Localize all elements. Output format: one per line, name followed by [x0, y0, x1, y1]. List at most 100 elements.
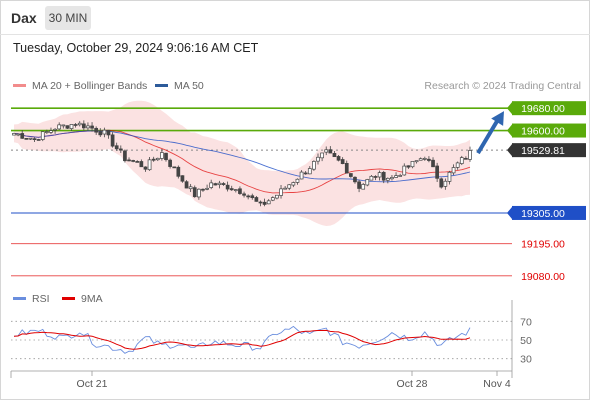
candle-body — [287, 184, 292, 189]
instrument-title: Dax — [11, 10, 37, 26]
bollinger-band — [14, 100, 470, 226]
candle-body — [336, 156, 341, 161]
ma50-line — [13, 130, 471, 183]
ma20-swatch — [13, 83, 26, 87]
level-tag-arrow-1 — [507, 124, 512, 137]
candle-body — [20, 133, 25, 139]
candle-body — [427, 158, 431, 161]
x-tick-label-1: Oct 28 — [397, 378, 428, 390]
candle-body — [49, 130, 53, 133]
candle-body — [275, 194, 279, 199]
candle-body — [164, 152, 168, 161]
candle-body — [205, 187, 209, 190]
candle-body — [188, 186, 193, 190]
candle-body — [197, 188, 201, 198]
candle-body — [106, 129, 111, 136]
legend-ma20-label: MA 20 + Bollinger Bands — [32, 80, 148, 92]
candle-body — [316, 156, 320, 162]
candle-body — [418, 158, 423, 161]
candle-body — [291, 182, 296, 186]
candle-body — [451, 167, 456, 174]
candle-body — [254, 197, 259, 202]
copyright-text: Research © 2024 Trading Central — [424, 80, 581, 92]
candle-body — [77, 122, 82, 126]
candle-body — [98, 131, 103, 136]
candle-body — [36, 139, 41, 141]
candle-body — [57, 124, 62, 130]
legend-ma20: MA 20 + Bollinger Bands — [13, 80, 147, 92]
candle-body — [40, 131, 45, 140]
level-tag-2 — [512, 143, 586, 158]
candle-body — [349, 173, 353, 177]
candles-group — [12, 120, 472, 207]
rsi-tick-label-1: 50 — [520, 335, 532, 347]
candle-body — [201, 188, 205, 191]
candle-body — [398, 175, 403, 177]
level-label-5: 19080.00 — [521, 271, 565, 283]
candle-body — [439, 178, 444, 188]
candle-body — [402, 165, 407, 176]
ma50-swatch — [155, 83, 168, 87]
level-tag-arrow-2 — [507, 144, 512, 157]
level-label-0: 19680.00 — [521, 103, 565, 115]
candle-body — [246, 195, 251, 198]
candle-body — [299, 171, 304, 180]
candle-body — [435, 165, 439, 179]
candle-body — [209, 182, 214, 188]
candle-body — [320, 152, 324, 159]
level-tag-3 — [512, 205, 586, 220]
candle-body — [385, 177, 390, 181]
legend-rsi: RSI — [13, 293, 50, 305]
candle-body — [16, 133, 20, 136]
candle-body — [242, 193, 246, 196]
candle-body — [151, 158, 156, 161]
projection-arrow-line — [476, 115, 502, 155]
level-label-3: 19305.00 — [521, 208, 565, 220]
rsi-tick-label-2: 30 — [520, 354, 532, 366]
candle-body — [361, 184, 366, 190]
candle-body — [86, 125, 90, 129]
candle-body — [155, 157, 160, 161]
level-tag-arrow-0 — [507, 102, 512, 115]
candle-body — [369, 175, 374, 181]
level-tag-arrow-3 — [507, 206, 512, 219]
candle-body — [24, 138, 29, 140]
candle-body — [12, 133, 16, 136]
candle-body — [377, 172, 382, 178]
candle-body — [135, 161, 140, 163]
candle-body — [357, 181, 361, 189]
candle-body — [32, 138, 37, 141]
candle-body — [238, 188, 242, 194]
candle-body — [168, 159, 172, 167]
candle-body — [443, 180, 448, 187]
candle-body — [332, 153, 337, 158]
candle-body — [192, 187, 197, 198]
candle-body — [353, 176, 357, 183]
candle-body — [283, 187, 287, 190]
candle-body — [447, 171, 452, 182]
level-tag-0 — [512, 101, 586, 116]
projection-arrow-head — [491, 111, 504, 126]
interval-button[interactable]: 30 MIN — [45, 6, 91, 30]
candle-body — [217, 182, 222, 186]
candle-body — [464, 157, 468, 160]
candle-body — [270, 197, 275, 201]
legend-ma50: MA 50 — [155, 80, 204, 92]
candle-body — [279, 188, 283, 196]
legend-9ma: 9MA — [62, 293, 103, 305]
level-tag-1 — [512, 123, 586, 138]
candle-body — [324, 149, 329, 153]
candle-body — [233, 189, 238, 191]
rsi-tick-label-0: 70 — [520, 316, 532, 328]
x-tick-label-0: Oct 21 — [77, 378, 108, 390]
candle-body — [114, 145, 119, 150]
candle-body — [139, 161, 144, 168]
level-label-1: 19600.00 — [521, 126, 565, 138]
candle-body — [127, 159, 131, 162]
candle-body — [73, 124, 78, 126]
x-tick-label-2: Nov 4 — [483, 378, 511, 390]
candle-body — [184, 181, 189, 189]
candle-body — [455, 162, 460, 168]
candle-body — [406, 165, 411, 168]
